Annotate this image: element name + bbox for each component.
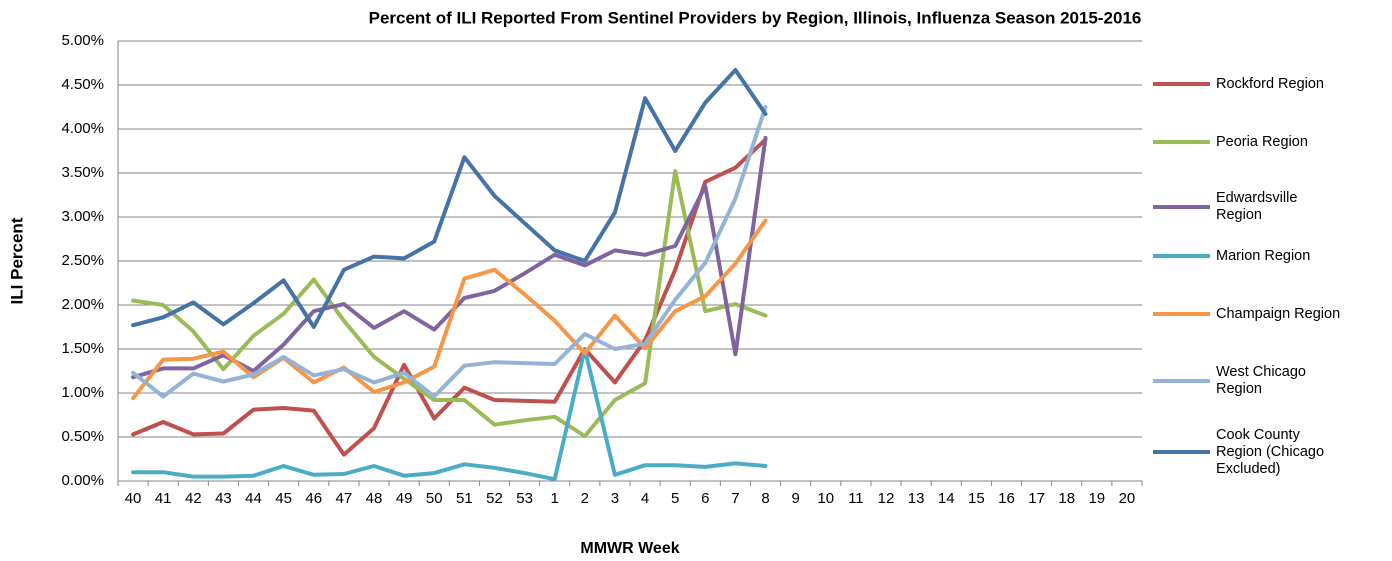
- legend-item: Cook County Region (Chicago Excluded): [1153, 426, 1343, 478]
- legend-item: Peoria Region: [1153, 116, 1343, 168]
- x-axis-title: MMWR Week: [580, 540, 679, 557]
- x-tick-label: 20: [1119, 490, 1136, 507]
- y-tick-label: 5.00%: [61, 32, 104, 49]
- x-tick-label: 44: [245, 490, 262, 507]
- x-tick-label: 8: [761, 490, 769, 507]
- legend-swatch: [1153, 205, 1210, 209]
- x-tick-label: 10: [817, 490, 834, 507]
- legend-label: Cook County Region (Chicago Excluded): [1216, 426, 1325, 477]
- x-tick-label: 6: [701, 490, 709, 507]
- y-tick-label: 0.50%: [61, 428, 104, 445]
- y-tick-label: 1.00%: [61, 384, 104, 401]
- x-tick-label: 3: [611, 490, 619, 507]
- x-tick-label: 41: [155, 490, 172, 507]
- x-tick-label: 4: [641, 490, 649, 507]
- x-tick-label: 2: [581, 490, 589, 507]
- legend-swatch: [1153, 450, 1210, 454]
- y-tick-label: 3.50%: [61, 164, 104, 181]
- series-line: [131, 137, 768, 457]
- x-tick-label: 14: [938, 490, 955, 507]
- x-tick-label: 1: [551, 490, 559, 507]
- y-tick-label: 2.00%: [61, 296, 104, 313]
- y-tick-label: 4.00%: [61, 120, 104, 137]
- legend-item: Rockford Region: [1153, 58, 1343, 110]
- y-tick-label: 4.50%: [61, 76, 104, 93]
- legend-label: Marion Region: [1216, 247, 1311, 264]
- legend-swatch: [1153, 140, 1210, 144]
- legend-label: West Chicago Region: [1216, 364, 1306, 397]
- legend-swatch: [1153, 312, 1210, 316]
- x-tick-label: 40: [125, 490, 142, 507]
- legend-swatch: [1153, 379, 1210, 383]
- x-tick-label: 43: [215, 490, 232, 507]
- x-tick-label: 47: [336, 490, 353, 507]
- series-line: [131, 105, 768, 399]
- y-tick-label: 3.00%: [61, 208, 104, 225]
- series-line: [131, 218, 768, 401]
- legend-item: Marion Region: [1153, 230, 1343, 282]
- x-tick-label: 18: [1058, 490, 1075, 507]
- x-tick-label: 50: [426, 490, 443, 507]
- legend-item: Champaign Region: [1153, 288, 1343, 340]
- x-tick-label: 12: [878, 490, 895, 507]
- x-tick-label: 11: [848, 490, 864, 507]
- x-tick-label: 49: [396, 490, 413, 507]
- series-line: [131, 135, 768, 380]
- chart-title: Percent of ILI Reported From Sentinel Pr…: [369, 8, 1142, 27]
- x-tick-label: 52: [486, 490, 503, 507]
- legend-label: Edwardsville Region: [1216, 190, 1298, 223]
- x-tick-label: 5: [671, 490, 679, 507]
- x-tick-label: 7: [731, 490, 739, 507]
- x-tick-label: 46: [305, 490, 322, 507]
- y-tick-label: 0.00%: [61, 472, 104, 489]
- series-line: [131, 169, 768, 439]
- legend-label: Rockford Region: [1216, 75, 1324, 92]
- x-tick-label: 16: [998, 490, 1015, 507]
- y-tick-label: 2.50%: [61, 252, 104, 269]
- legend-swatch: [1153, 254, 1210, 258]
- x-tick-label: 48: [366, 490, 383, 507]
- x-tick-label: 42: [185, 490, 202, 507]
- series-line: [131, 347, 768, 482]
- x-tick-label: 17: [1028, 490, 1045, 507]
- series-line: [131, 68, 768, 329]
- legend-label: Champaign Region: [1216, 305, 1341, 322]
- legend-label: Peoria Region: [1216, 133, 1308, 150]
- y-tick-label: 1.50%: [61, 340, 104, 357]
- x-tick-label: 45: [275, 490, 292, 507]
- legend-item: West Chicago Region: [1153, 355, 1343, 407]
- x-tick-label: 51: [456, 490, 473, 507]
- legend-item: Edwardsville Region: [1153, 181, 1343, 233]
- x-tick-label: 15: [968, 490, 985, 507]
- x-tick-label: 19: [1088, 490, 1105, 507]
- x-tick-label: 13: [908, 490, 925, 507]
- x-tick-label: 9: [791, 490, 799, 507]
- legend-swatch: [1153, 82, 1210, 86]
- y-axis-title: ILI Percent: [7, 217, 26, 304]
- x-tick-label: 53: [516, 490, 533, 507]
